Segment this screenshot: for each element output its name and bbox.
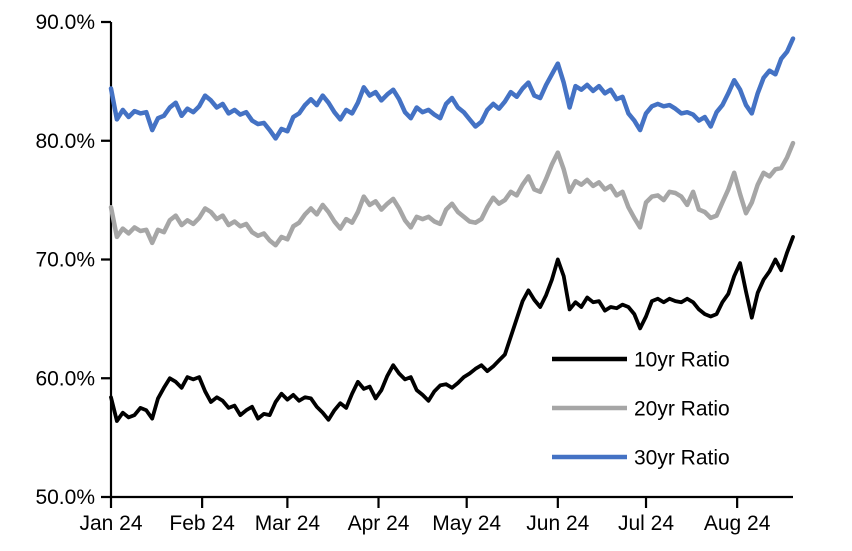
x-tick-label: May 24 — [432, 512, 501, 535]
legend-label-20yr-ratio: 20yr Ratio — [634, 398, 730, 421]
series-lines — [108, 36, 796, 423]
y-axis-ticks — [101, 20, 111, 499]
legend-label-10yr-ratio: 10yr Ratio — [634, 349, 730, 372]
series-line-10yr-ratio — [109, 234, 795, 423]
y-tick-label: 80.0% — [35, 130, 95, 153]
y-tick-label: 70.0% — [35, 249, 95, 272]
series-line-30yr-ratio — [108, 36, 796, 141]
y-tick-label: 90.0% — [35, 11, 95, 34]
x-axis-ticks — [109, 497, 739, 508]
x-tick-label: Apr 24 — [348, 512, 410, 535]
x-axis-labels: Jan 24 Feb 24 Mar 24 Apr 24 May 24 Jun 2… — [79, 512, 770, 535]
legend: 10yr Ratio 20yr Ratio 30yr Ratio — [552, 349, 730, 470]
y-tick-label: 50.0% — [35, 486, 95, 509]
x-tick-label: Feb 24 — [169, 512, 235, 535]
y-axis-labels: 90.0% 80.0% 70.0% 60.0% 50.0% — [35, 11, 95, 509]
axes — [101, 20, 793, 508]
x-tick-label: Aug 24 — [704, 512, 771, 535]
x-tick-label: Jan 24 — [79, 512, 142, 535]
legend-label-30yr-ratio: 30yr Ratio — [634, 447, 730, 470]
y-tick-label: 60.0% — [35, 367, 95, 390]
series-line-20yr-ratio — [108, 140, 796, 248]
x-tick-label: Mar 24 — [255, 512, 321, 535]
x-tick-label: Jun 24 — [526, 512, 589, 535]
x-tick-label: Jul 24 — [618, 512, 674, 535]
